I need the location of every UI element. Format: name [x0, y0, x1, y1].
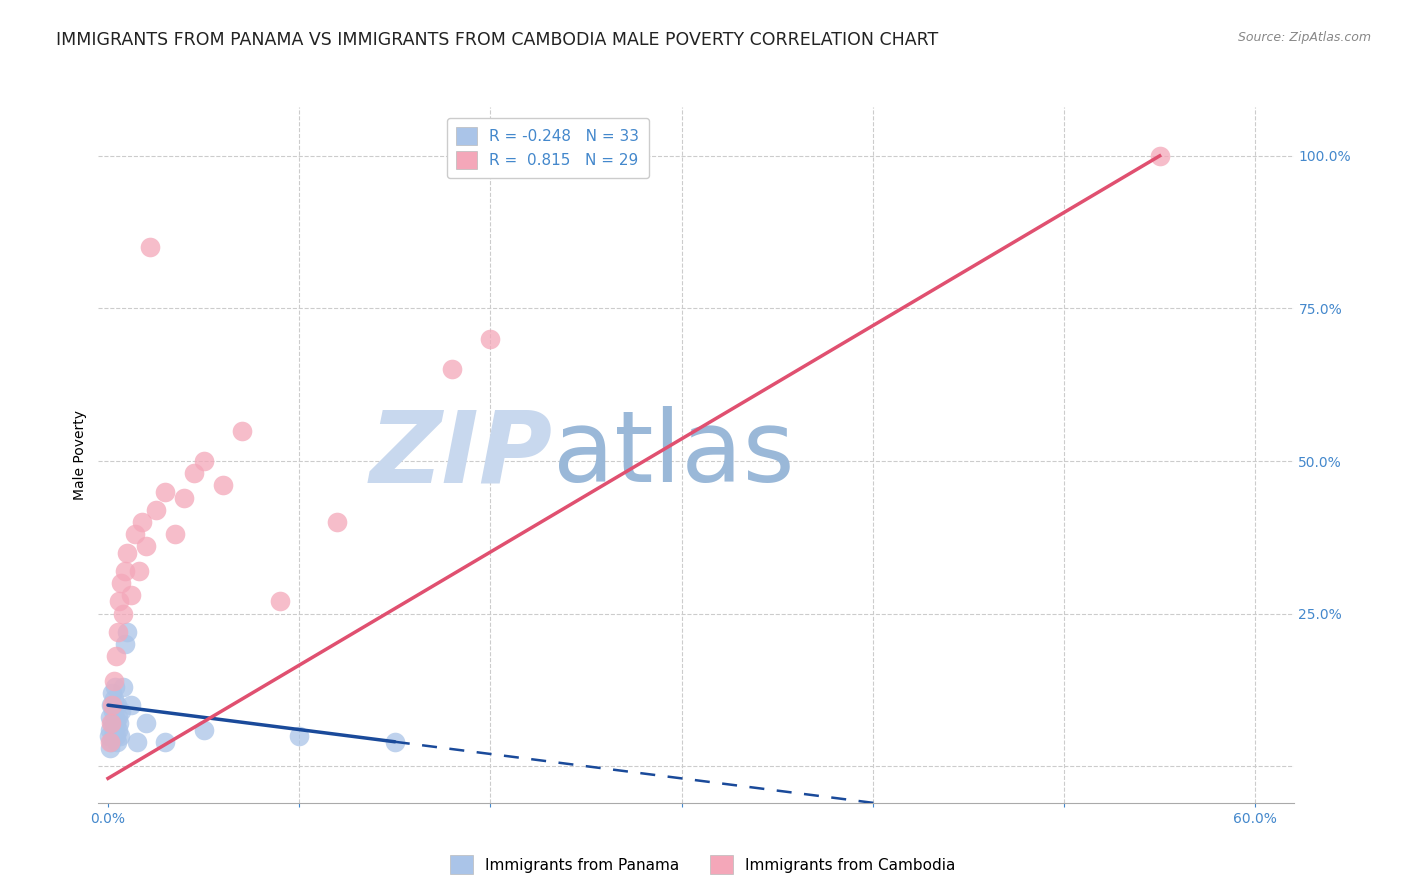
- Point: [112, 607, 135, 621]
- Point: [100, 716, 122, 731]
- Point: [183, 467, 205, 481]
- Point: [103, 729, 125, 743]
- Point: [108, 716, 131, 731]
- Text: Source: ZipAtlas.com: Source: ZipAtlas.com: [1237, 31, 1371, 45]
- Point: [105, 698, 128, 713]
- Point: [104, 710, 127, 724]
- Point: [115, 545, 138, 559]
- Point: [98, 723, 121, 737]
- Point: [231, 424, 253, 438]
- Point: [107, 710, 129, 724]
- Point: [135, 716, 157, 731]
- Point: [112, 680, 135, 694]
- Point: [115, 624, 138, 639]
- Point: [131, 515, 153, 529]
- Point: [120, 698, 142, 713]
- Point: [107, 624, 129, 639]
- Point: [100, 698, 122, 713]
- Point: [101, 716, 124, 731]
- Legend: R = -0.248   N = 33, R =  0.815   N = 29: R = -0.248 N = 33, R = 0.815 N = 29: [447, 118, 648, 178]
- Point: [155, 484, 177, 499]
- Point: [104, 680, 127, 694]
- Point: [288, 729, 311, 743]
- Point: [114, 637, 136, 651]
- Point: [101, 698, 124, 713]
- Point: [105, 735, 128, 749]
- Point: [108, 594, 131, 608]
- Text: atlas: atlas: [553, 407, 794, 503]
- Text: ZIP: ZIP: [370, 407, 553, 503]
- Point: [128, 564, 150, 578]
- Point: [101, 686, 124, 700]
- Point: [479, 332, 502, 346]
- Point: [114, 564, 136, 578]
- Point: [110, 576, 132, 591]
- Point: [120, 588, 142, 602]
- Point: [135, 540, 157, 554]
- Point: [193, 723, 215, 737]
- Point: [107, 723, 129, 737]
- Point: [105, 716, 128, 731]
- Point: [155, 735, 177, 749]
- Point: [97, 729, 120, 743]
- Point: [145, 503, 167, 517]
- Point: [124, 527, 146, 541]
- Point: [441, 362, 464, 376]
- Point: [1149, 149, 1171, 163]
- Point: [103, 723, 125, 737]
- Point: [163, 527, 186, 541]
- Point: [101, 704, 124, 718]
- Point: [98, 710, 121, 724]
- Text: IMMIGRANTS FROM PANAMA VS IMMIGRANTS FROM CAMBODIA MALE POVERTY CORRELATION CHAR: IMMIGRANTS FROM PANAMA VS IMMIGRANTS FRO…: [56, 31, 938, 49]
- Point: [104, 649, 127, 664]
- Y-axis label: Male Poverty: Male Poverty: [73, 410, 87, 500]
- Point: [103, 692, 125, 706]
- Point: [104, 729, 127, 743]
- Point: [211, 478, 233, 492]
- Point: [125, 735, 148, 749]
- Point: [110, 729, 132, 743]
- Point: [139, 240, 162, 254]
- Point: [269, 594, 291, 608]
- Point: [173, 491, 195, 505]
- Legend: Immigrants from Panama, Immigrants from Cambodia: Immigrants from Panama, Immigrants from …: [444, 849, 962, 880]
- Point: [110, 704, 132, 718]
- Point: [100, 735, 122, 749]
- Point: [384, 735, 406, 749]
- Point: [98, 735, 121, 749]
- Point: [193, 454, 215, 468]
- Point: [103, 673, 125, 688]
- Point: [326, 515, 349, 529]
- Point: [98, 740, 121, 755]
